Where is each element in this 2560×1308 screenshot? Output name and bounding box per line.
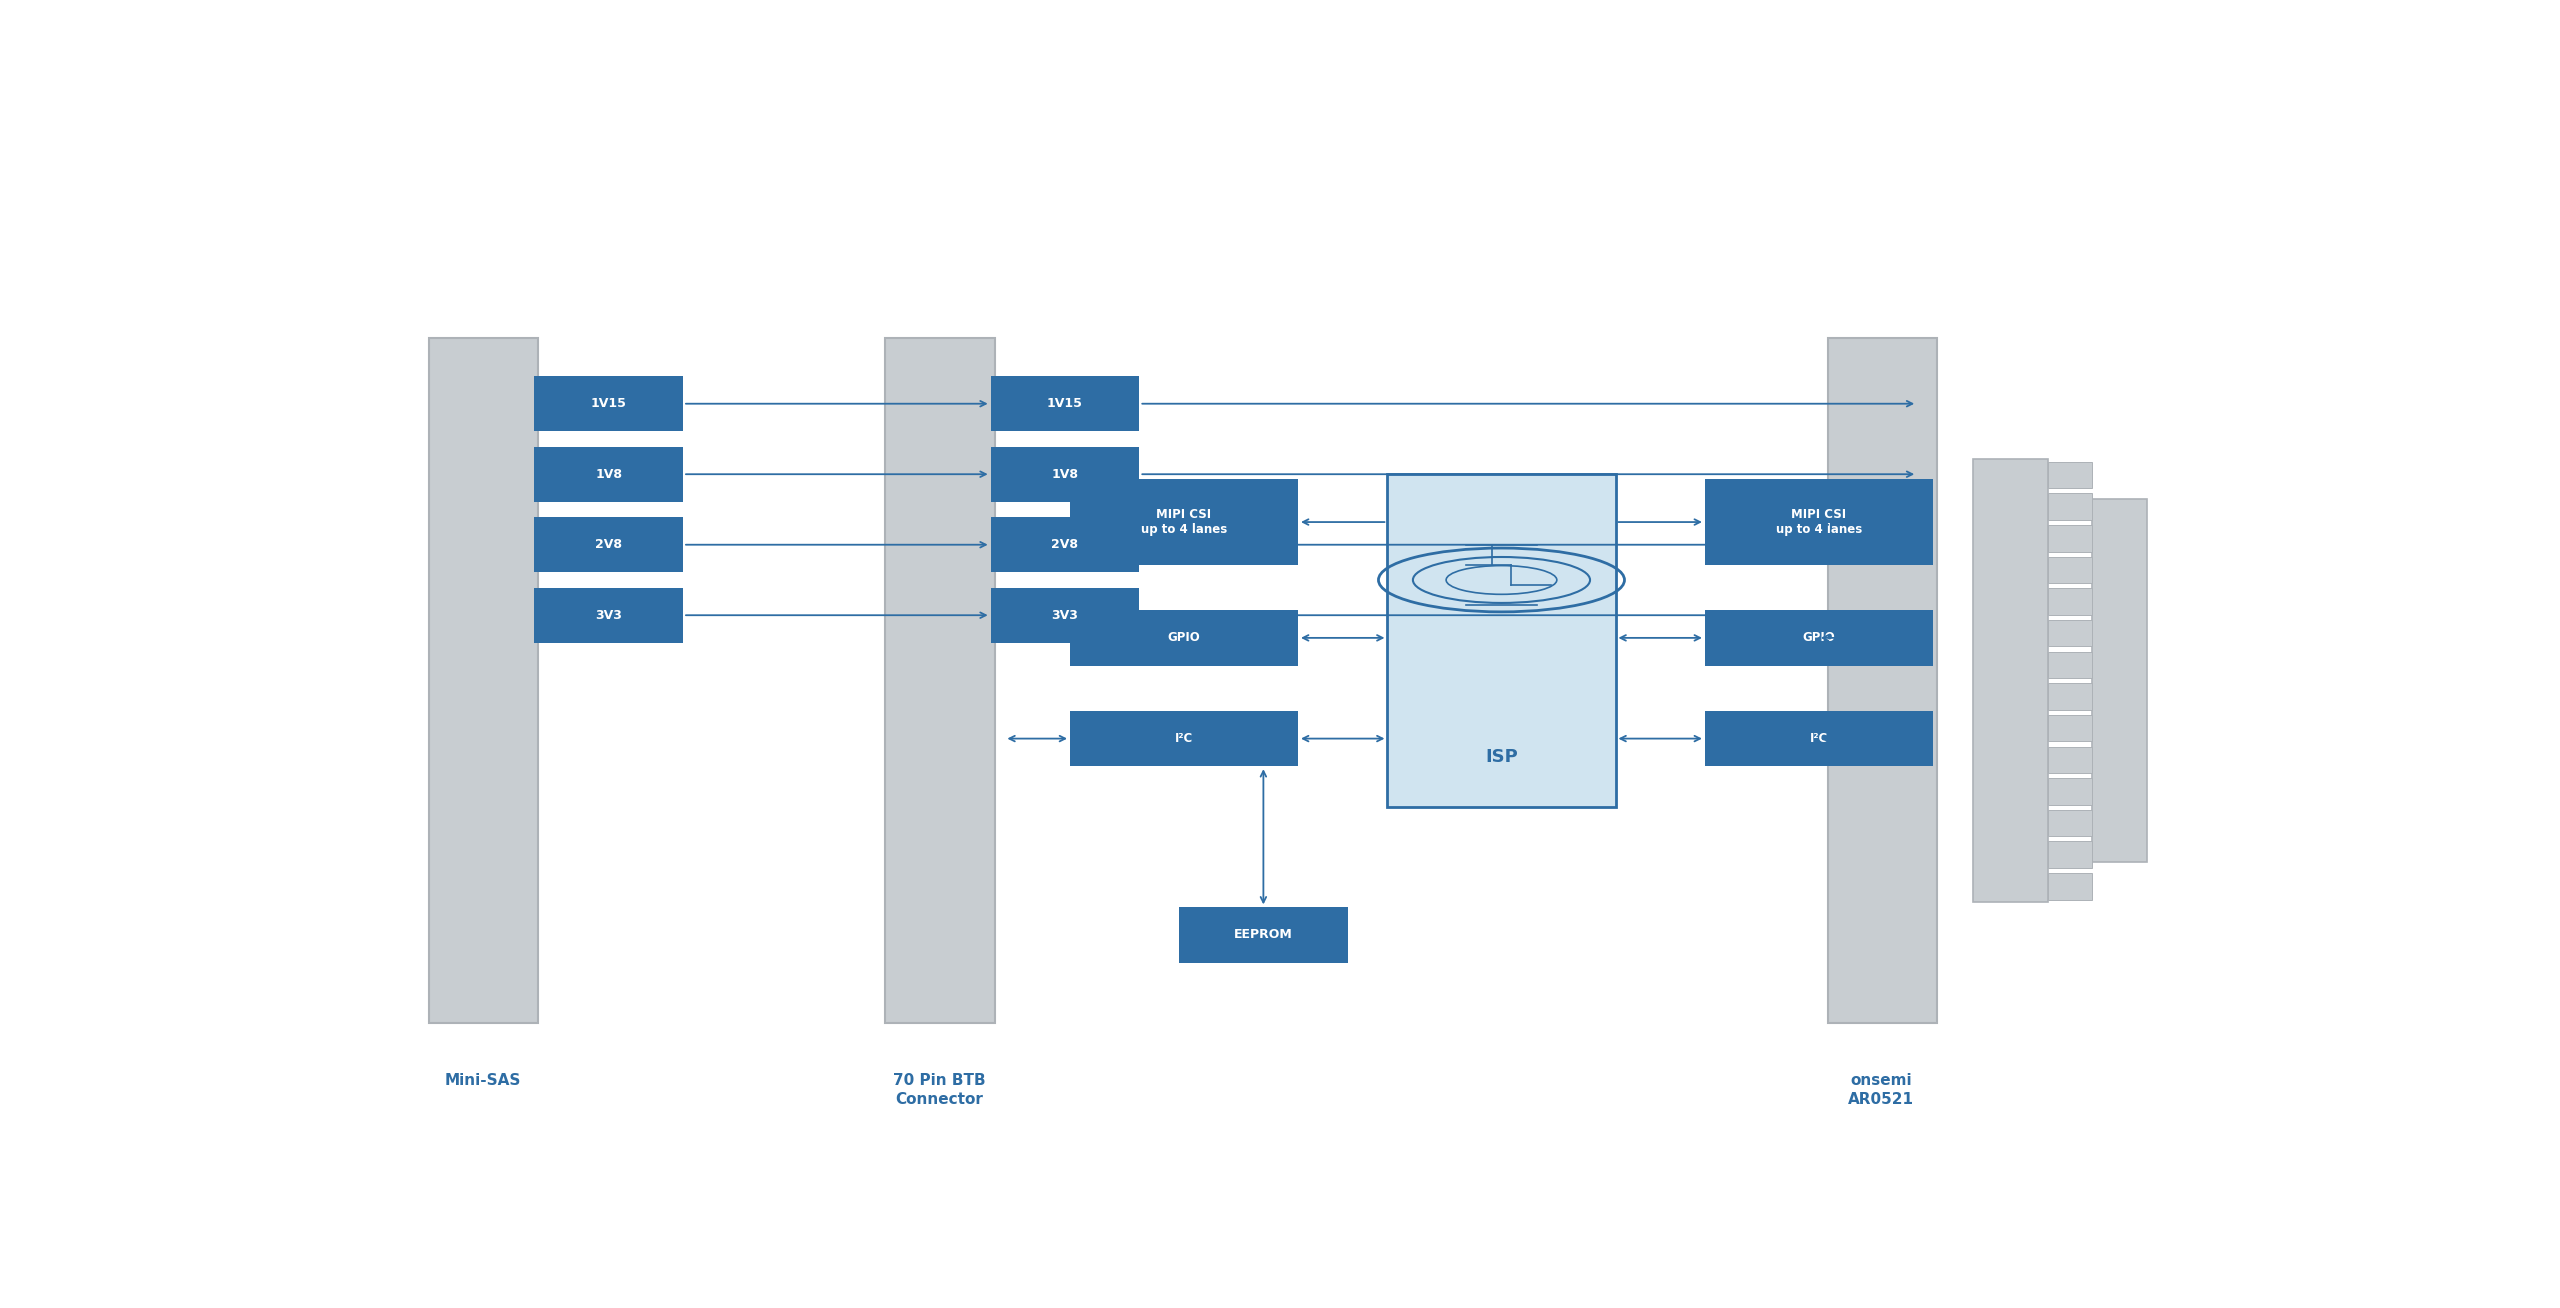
Bar [1070, 479, 1298, 565]
Bar [2048, 557, 2092, 583]
Bar [2048, 462, 2092, 488]
Text: I²C: I²C [1175, 732, 1193, 746]
Bar [2048, 715, 2092, 742]
Bar [2048, 589, 2092, 615]
Bar [1070, 610, 1298, 666]
Bar [1705, 610, 1933, 666]
Bar [2048, 810, 2092, 836]
Bar [535, 375, 684, 432]
Text: MIPI CSI
up to 4 lanes: MIPI CSI up to 4 lanes [1777, 508, 1861, 536]
Bar [1974, 459, 2048, 903]
Text: ISP: ISP [1485, 748, 1518, 765]
Bar [1070, 712, 1298, 766]
Bar [2048, 525, 2092, 552]
Bar [2048, 747, 2092, 773]
Bar [535, 517, 684, 573]
Text: 2V8: 2V8 [594, 538, 622, 551]
Bar [535, 587, 684, 644]
Text: 1V15: 1V15 [591, 398, 627, 411]
Bar [2092, 500, 2148, 862]
Bar [1388, 475, 1615, 807]
Bar [1705, 479, 1933, 565]
Text: 3V3: 3V3 [1052, 608, 1078, 621]
Text: 1V8: 1V8 [1052, 468, 1078, 481]
Bar [430, 339, 538, 1023]
Bar [1705, 712, 1933, 766]
Bar [991, 446, 1139, 502]
Bar [1180, 908, 1347, 963]
Bar [991, 517, 1139, 573]
Text: GPIO: GPIO [1802, 632, 1836, 645]
Text: 70 Pin BTB
Connector: 70 Pin BTB Connector [893, 1074, 986, 1107]
Bar [2048, 778, 2092, 804]
Text: 1V15: 1V15 [1047, 398, 1083, 411]
Text: I²C: I²C [1810, 732, 1828, 746]
Text: Mini-SAS: Mini-SAS [445, 1074, 520, 1088]
Text: 3V3: 3V3 [596, 608, 622, 621]
Bar [2048, 620, 2092, 646]
Text: MIPI CSI
up to 4 lanes: MIPI CSI up to 4 lanes [1142, 508, 1226, 536]
Bar [991, 375, 1139, 432]
Bar [535, 446, 684, 502]
Bar [2048, 683, 2092, 710]
Text: EEPROM: EEPROM [1234, 929, 1293, 942]
Text: GPIO: GPIO [1167, 632, 1201, 645]
Bar [886, 339, 993, 1023]
Bar [991, 587, 1139, 644]
Text: onsemi
AR0521: onsemi AR0521 [1848, 1074, 1915, 1107]
Text: 1V8: 1V8 [594, 468, 622, 481]
Bar [2048, 874, 2092, 900]
Text: 2V8: 2V8 [1052, 538, 1078, 551]
Bar [2048, 841, 2092, 869]
Bar [1828, 339, 1938, 1023]
Bar [2048, 493, 2092, 519]
Bar [2048, 651, 2092, 678]
